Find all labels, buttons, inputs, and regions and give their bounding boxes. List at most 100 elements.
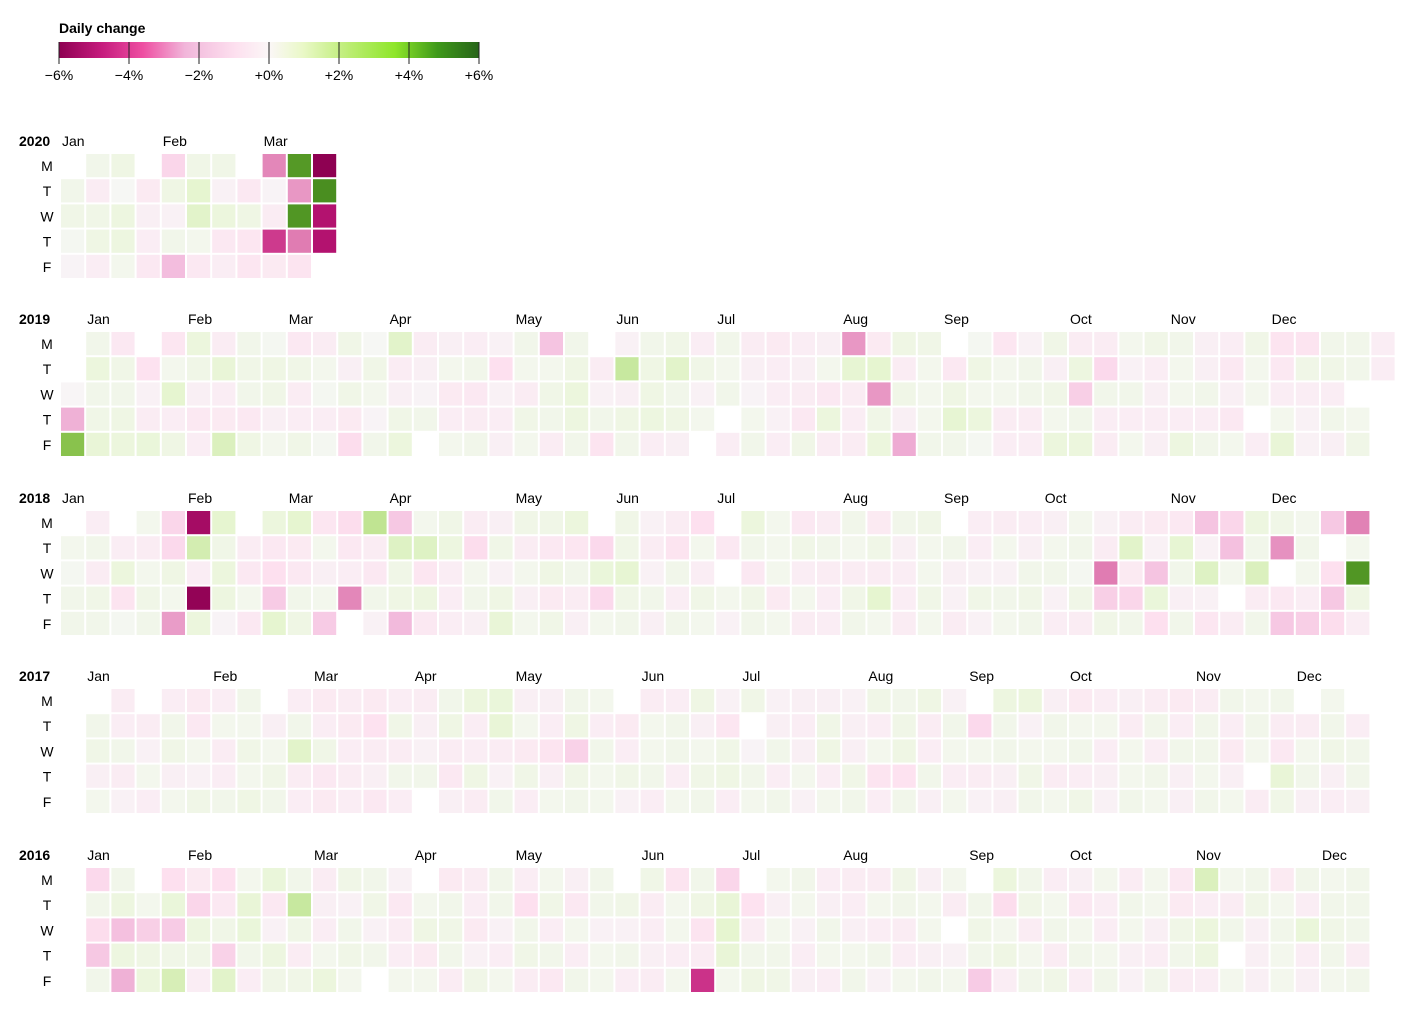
day-cell (665, 714, 689, 738)
day-cell (464, 536, 488, 560)
day-cell (640, 789, 664, 813)
day-cell (413, 611, 437, 635)
day-cell (111, 689, 135, 713)
day-cell (1321, 893, 1345, 917)
day-cell (1043, 918, 1067, 942)
day-cell (791, 357, 815, 381)
day-cell (640, 943, 664, 967)
day-cell (111, 179, 135, 203)
day-cell (1069, 407, 1093, 431)
day-cell (615, 357, 639, 381)
day-cell (842, 943, 866, 967)
day-cell (565, 561, 589, 585)
day-cell (640, 382, 664, 406)
day-cell (1069, 536, 1093, 560)
day-cell (262, 536, 286, 560)
day-cell (1169, 868, 1193, 892)
day-cell (514, 764, 538, 788)
day-cell (1144, 432, 1168, 456)
day-cell (1169, 943, 1193, 967)
month-label: Apr (415, 668, 437, 684)
day-cell (1018, 764, 1042, 788)
day-cell (741, 689, 765, 713)
day-cell (1220, 789, 1244, 813)
day-cell (489, 511, 513, 535)
day-cell (1346, 611, 1370, 635)
day-cell (338, 739, 362, 763)
day-cell (1321, 764, 1345, 788)
day-cell (1295, 893, 1319, 917)
day-cell (665, 943, 689, 967)
day-cell (565, 586, 589, 610)
weekday-label: F (43, 259, 52, 275)
day-cell (943, 407, 967, 431)
day-cell (1195, 943, 1219, 967)
day-cell (86, 511, 110, 535)
day-cell (1321, 739, 1345, 763)
day-cell (313, 739, 337, 763)
day-cell (640, 918, 664, 942)
day-cell (1295, 561, 1319, 585)
day-cell (1144, 536, 1168, 560)
day-cell (388, 357, 412, 381)
day-cell (388, 382, 412, 406)
day-cell (1018, 536, 1042, 560)
day-cell (1144, 407, 1168, 431)
day-cell (1245, 432, 1269, 456)
day-cell (1220, 764, 1244, 788)
day-cell (313, 868, 337, 892)
day-cell (1069, 764, 1093, 788)
day-cell (338, 868, 362, 892)
day-cell (766, 918, 790, 942)
day-cell (665, 536, 689, 560)
day-cell (766, 764, 790, 788)
day-cell (237, 868, 261, 892)
day-cell (388, 943, 412, 967)
day-cell (590, 918, 614, 942)
weekday-label: T (43, 948, 52, 964)
day-cell (514, 918, 538, 942)
day-cell (716, 739, 740, 763)
day-cell (237, 586, 261, 610)
day-cell (968, 511, 992, 535)
day-cell (1195, 789, 1219, 813)
month-label: Jan (87, 668, 110, 684)
day-cell (1043, 764, 1067, 788)
day-cell (1346, 432, 1370, 456)
day-cell (212, 893, 236, 917)
day-cell (439, 586, 463, 610)
month-label: Aug (868, 668, 893, 684)
day-cell (388, 536, 412, 560)
day-cell (1321, 332, 1345, 356)
day-cell (665, 382, 689, 406)
day-cell (136, 918, 160, 942)
day-cell (61, 586, 85, 610)
day-cell (439, 789, 463, 813)
day-cell (1094, 764, 1118, 788)
day-cell (917, 561, 941, 585)
day-cell (741, 918, 765, 942)
weekday-label: F (43, 973, 52, 989)
day-cell (1295, 382, 1319, 406)
day-cell (943, 586, 967, 610)
day-cell (615, 561, 639, 585)
day-cell (489, 382, 513, 406)
day-cell (262, 561, 286, 585)
day-cell (489, 739, 513, 763)
day-cell (489, 332, 513, 356)
day-cell (111, 154, 135, 178)
day-cell (1220, 536, 1244, 560)
day-cell (993, 789, 1017, 813)
day-cell (1169, 432, 1193, 456)
day-cell (1094, 332, 1118, 356)
day-cell (313, 357, 337, 381)
day-cell (363, 536, 387, 560)
day-cell (86, 918, 110, 942)
day-cell (892, 561, 916, 585)
day-cell (968, 764, 992, 788)
day-cell (262, 332, 286, 356)
day-cell (212, 254, 236, 278)
day-cell (640, 511, 664, 535)
day-cell (136, 179, 160, 203)
